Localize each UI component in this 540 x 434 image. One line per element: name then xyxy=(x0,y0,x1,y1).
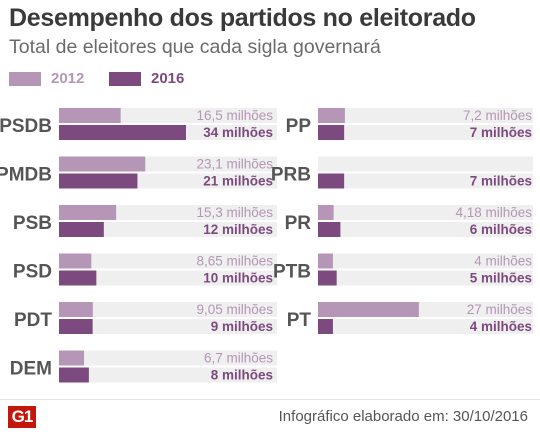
chart-subtitle: Total de eleitores que cada sigla govern… xyxy=(9,36,381,58)
bar-2012-psd xyxy=(59,253,92,269)
bar-2016-psdb xyxy=(59,125,186,140)
legend-label-2016: 2016 xyxy=(151,70,185,87)
value-label-2016-dem: 8 milhões xyxy=(211,368,273,383)
bar-track-2016-ptb xyxy=(318,270,533,286)
bar-track-2012-pp xyxy=(318,108,533,123)
value-label-2012-pt: 27 milhões xyxy=(467,302,533,317)
value-label-2016-pt: 4 milhões xyxy=(470,319,532,334)
value-label-2016-psd: 10 milhões xyxy=(203,271,273,286)
g1-logo: G1 xyxy=(8,406,36,428)
bar-2012-dem xyxy=(59,350,85,366)
bar-2012-pr xyxy=(318,205,334,220)
bar-2016-psd xyxy=(59,270,97,286)
value-label-2012-pp: 7,2 milhões xyxy=(463,108,532,123)
footer-divider xyxy=(0,399,540,400)
party-label-psdb: PSDB xyxy=(0,116,52,137)
bar-track-2012-pr xyxy=(318,205,533,220)
bar-track-2016-psd xyxy=(59,270,277,286)
bar-track-2012-ptb xyxy=(318,253,533,269)
value-label-2016-psb: 12 milhões xyxy=(203,222,273,237)
bar-track-2016-psb xyxy=(59,222,277,237)
legend-label-2012: 2012 xyxy=(51,70,85,87)
value-label-2016-pp: 7 milhões xyxy=(470,125,532,140)
bar-2016-pp xyxy=(318,125,345,140)
bar-2012-pp xyxy=(318,108,345,123)
party-label-pmdb: PMDB xyxy=(0,165,52,186)
bar-2016-prb xyxy=(318,173,345,189)
bar-track-2012-psd xyxy=(59,253,277,269)
bar-2016-pdt xyxy=(59,319,93,334)
legend-item-2012: 2012 xyxy=(9,70,84,87)
bar-2016-psb xyxy=(59,222,104,237)
bar-track-2016-pt xyxy=(318,319,533,334)
value-label-2016-psdb: 34 milhões xyxy=(203,125,273,140)
party-label-pt: PT xyxy=(287,310,312,331)
value-label-2012-ptb: 4 milhões xyxy=(474,254,532,269)
value-label-2016-pr: 6 milhões xyxy=(470,222,532,237)
party-label-prb: PRB xyxy=(271,165,311,186)
bar-2016-pmdb xyxy=(59,173,138,189)
value-label-2016-prb: 7 milhões xyxy=(470,174,532,189)
bar-2016-pt xyxy=(318,319,333,334)
bar-chart: PSDB 16,5 milhões 34 milhões PMDB 23,1 milhõ… xyxy=(0,108,533,383)
party-label-ptb: PTB xyxy=(273,262,311,283)
value-label-2012-psd: 8,65 milhões xyxy=(196,254,273,269)
bar-2016-ptb xyxy=(318,270,337,286)
chart-title: Desempenho dos partidos no eleitorado xyxy=(9,4,476,32)
party-label-pdt: PDT xyxy=(14,310,52,331)
legend-swatch-2016 xyxy=(109,71,141,86)
bar-2016-pr xyxy=(318,222,341,237)
bar-track-2012-prb xyxy=(318,156,533,172)
bar-track-2016-pdt xyxy=(59,319,277,334)
value-label-2016-ptb: 5 milhões xyxy=(470,271,532,286)
value-label-2012-pdt: 9,05 milhões xyxy=(196,302,273,317)
legend-swatch-2012 xyxy=(9,71,41,86)
bar-2012-pt xyxy=(318,302,419,317)
bar-2012-pdt xyxy=(59,302,93,317)
value-label-2016-pdt: 9 milhões xyxy=(211,319,273,334)
bar-track-2016-pp xyxy=(318,125,533,140)
value-label-2016-pmdb: 21 milhões xyxy=(203,174,273,189)
party-label-dem: DEM xyxy=(10,359,52,380)
bar-2012-psb xyxy=(59,205,117,220)
value-label-2012-psb: 15,3 milhões xyxy=(196,205,273,220)
party-label-pr: PR xyxy=(285,213,312,234)
value-label-2012-pmdb: 23,1 milhões xyxy=(196,157,273,172)
bar-track-2012-pdt xyxy=(59,302,277,317)
value-label-2012-psdb: 16,5 milhões xyxy=(196,108,273,123)
bar-2012-ptb xyxy=(318,253,333,269)
value-label-2012-pr: 4,18 milhões xyxy=(455,205,532,220)
bar-track-2016-dem xyxy=(59,367,277,383)
legend-item-2016: 2016 xyxy=(109,70,184,87)
bar-track-2016-prb xyxy=(318,173,533,189)
bar-track-2016-pr xyxy=(318,222,533,237)
credit-text: Infográfico elaborado em: 30/10/2016 xyxy=(278,408,528,425)
party-label-psd: PSD xyxy=(13,262,52,283)
bar-track-2012-dem xyxy=(59,350,277,366)
bar-2012-pmdb xyxy=(59,156,146,172)
bar-2016-dem xyxy=(59,367,89,383)
party-label-psb: PSB xyxy=(13,213,52,234)
value-label-2012-dem: 6,7 milhões xyxy=(204,351,273,366)
bar-2012-psdb xyxy=(59,108,121,123)
party-label-pp: PP xyxy=(286,116,312,137)
